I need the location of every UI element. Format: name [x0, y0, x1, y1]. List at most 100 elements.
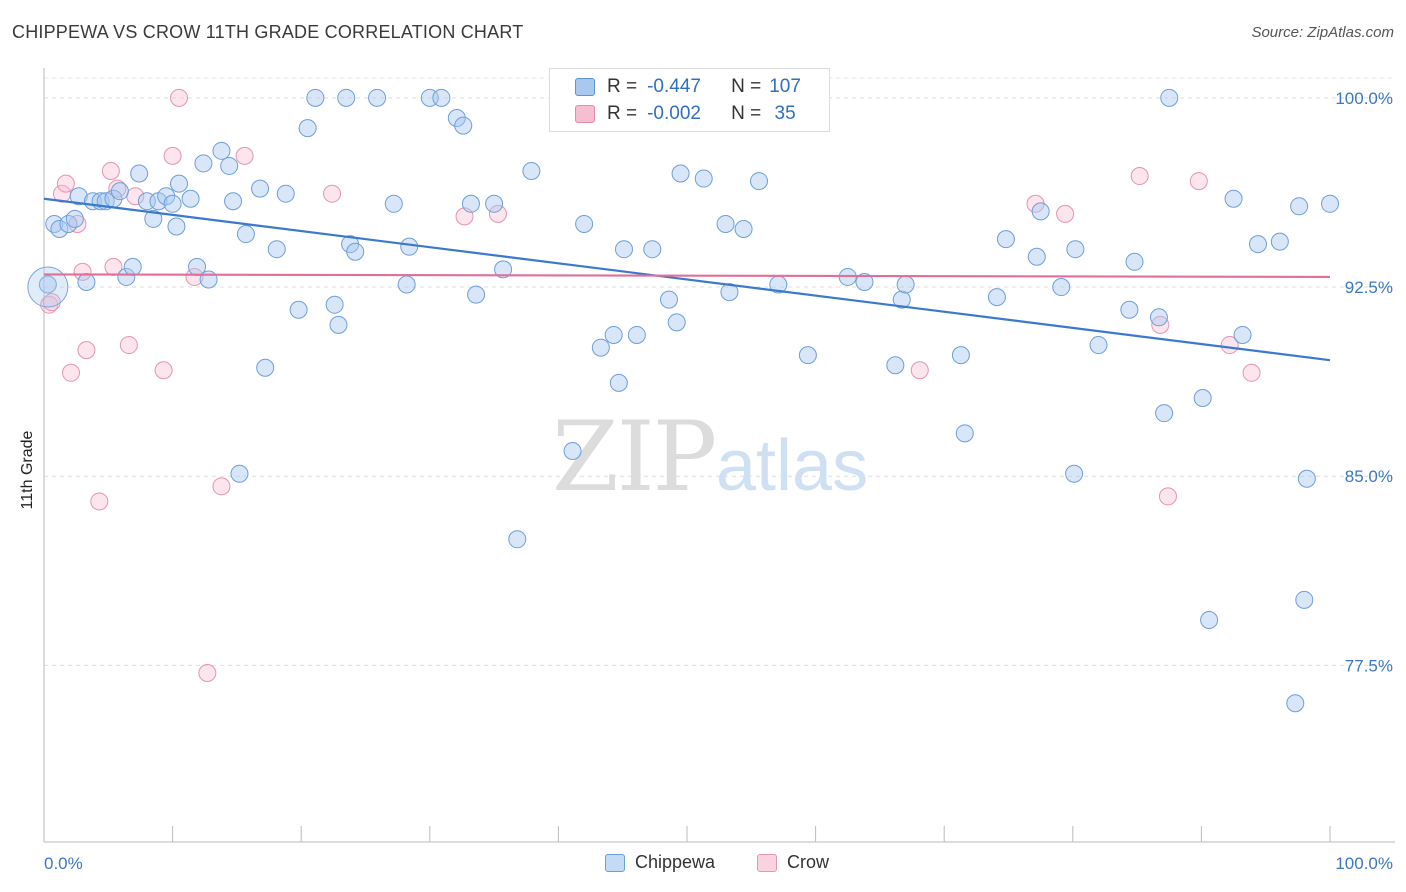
chippewa-point [1052, 278, 1071, 297]
chippewa-point [1160, 88, 1179, 107]
chippewa-point [167, 217, 186, 236]
chippewa-point [224, 192, 243, 211]
legend-item-crow[interactable]: Crow [757, 852, 829, 873]
chippewa-point [230, 464, 249, 483]
crow-swatch [575, 105, 595, 123]
crow-point [77, 341, 96, 360]
r-value: -0.002 [647, 103, 701, 124]
chippewa-point [996, 230, 1015, 249]
chippewa-point [1125, 252, 1144, 271]
chippewa-point [110, 182, 129, 201]
source-label: Source: ZipAtlas.com [1251, 24, 1394, 41]
crow-point [170, 88, 189, 107]
r-label: R = [607, 76, 638, 97]
crow-point [910, 361, 929, 380]
chippewa-point [1286, 694, 1305, 713]
y-tick-label: 100.0% [1335, 89, 1393, 108]
chippewa-point [694, 169, 713, 188]
stats-legend: R = -0.447 N = 107 R = -0.002 N = 35 [549, 68, 830, 132]
chippewa-point [181, 189, 200, 208]
chippewa-point [1224, 189, 1243, 208]
chippewa-point [896, 275, 915, 294]
crow-point [1151, 315, 1170, 334]
crow-point [154, 361, 173, 380]
chippewa-point [199, 270, 218, 289]
chippewa-point [716, 214, 735, 233]
chippewa-point [194, 154, 213, 173]
chippewa-point [298, 119, 317, 138]
chippewa-point [627, 325, 646, 344]
chippewa-point [1155, 404, 1174, 423]
chippewa-point [65, 209, 84, 228]
chippewa-point [467, 285, 486, 304]
chippewa-point-large [27, 266, 69, 308]
y-tick-label: 92.5% [1345, 278, 1393, 297]
chippewa-point [955, 424, 974, 443]
chippewa-point [346, 242, 365, 261]
chippewa-point [329, 315, 348, 334]
chippewa-point [1295, 590, 1314, 609]
crow-point [90, 492, 109, 511]
chippewa-point [123, 257, 142, 276]
crow-point [323, 184, 342, 203]
series-legend: Chippewa Crow [0, 852, 1406, 878]
y-tick-label: 85.0% [1345, 467, 1393, 486]
chippewa-point [1031, 202, 1050, 221]
legend-item-chippewa[interactable]: Chippewa [605, 852, 715, 873]
chippewa-point [45, 214, 64, 233]
crow-point [56, 174, 75, 193]
chippewa-point [951, 346, 970, 365]
chippewa-point [163, 194, 182, 213]
chippewa-point [69, 187, 88, 206]
chippewa-point [855, 272, 874, 291]
chippewa-point [306, 88, 325, 107]
crow-point [62, 363, 81, 382]
chippewa-point [1089, 336, 1108, 355]
n-value: 35 [769, 103, 796, 124]
x-tick-label: 100.0% [1335, 854, 1393, 873]
crow-point [1158, 487, 1177, 506]
chippewa-point [522, 161, 541, 180]
chippewa-point [267, 240, 286, 259]
chippewa-point [720, 283, 739, 302]
watermark-atlas: atlas [716, 426, 868, 506]
crow-point [101, 161, 120, 180]
chippewa-point [251, 179, 270, 198]
chippewa-point [892, 290, 911, 309]
chippewa-point [447, 109, 466, 128]
chippewa-point [563, 442, 582, 460]
x-tick-labels: 0.0% 100.0% [44, 854, 1393, 873]
chippewa-point [1270, 232, 1289, 251]
chippewa-point [1149, 308, 1168, 327]
chippewa-point [1290, 197, 1309, 216]
crow-point [1220, 336, 1239, 355]
chippewa-point [494, 260, 513, 279]
crow-point [68, 214, 87, 233]
r-label: R = [607, 103, 638, 124]
chippewa-point [1321, 194, 1339, 213]
chippewa-point [38, 275, 57, 294]
chippewa-point [50, 220, 69, 239]
trend-lines [43, 197, 1331, 362]
chippewa-legend-swatch [605, 853, 625, 872]
chippewa-point [1027, 247, 1046, 266]
chippewa-point [144, 209, 163, 228]
chippewa-point [798, 346, 817, 365]
chippewa-point [256, 358, 275, 377]
chippewa-point [734, 220, 753, 239]
watermark-zip: ZIP [552, 401, 715, 513]
crow-point [1242, 363, 1261, 382]
chippewa-point [368, 88, 387, 107]
chippewa-point [130, 164, 149, 183]
chippewa-point [643, 240, 662, 259]
crow-point [212, 477, 231, 496]
chippewa-point [236, 225, 255, 244]
crow-point [73, 262, 92, 281]
crow-point [235, 146, 254, 165]
chippewa-point [400, 237, 419, 256]
chippewa-point [667, 313, 686, 332]
chippewa-trend-line [43, 197, 1331, 362]
chippewa-point [325, 295, 344, 314]
chippewa-point [671, 164, 690, 183]
